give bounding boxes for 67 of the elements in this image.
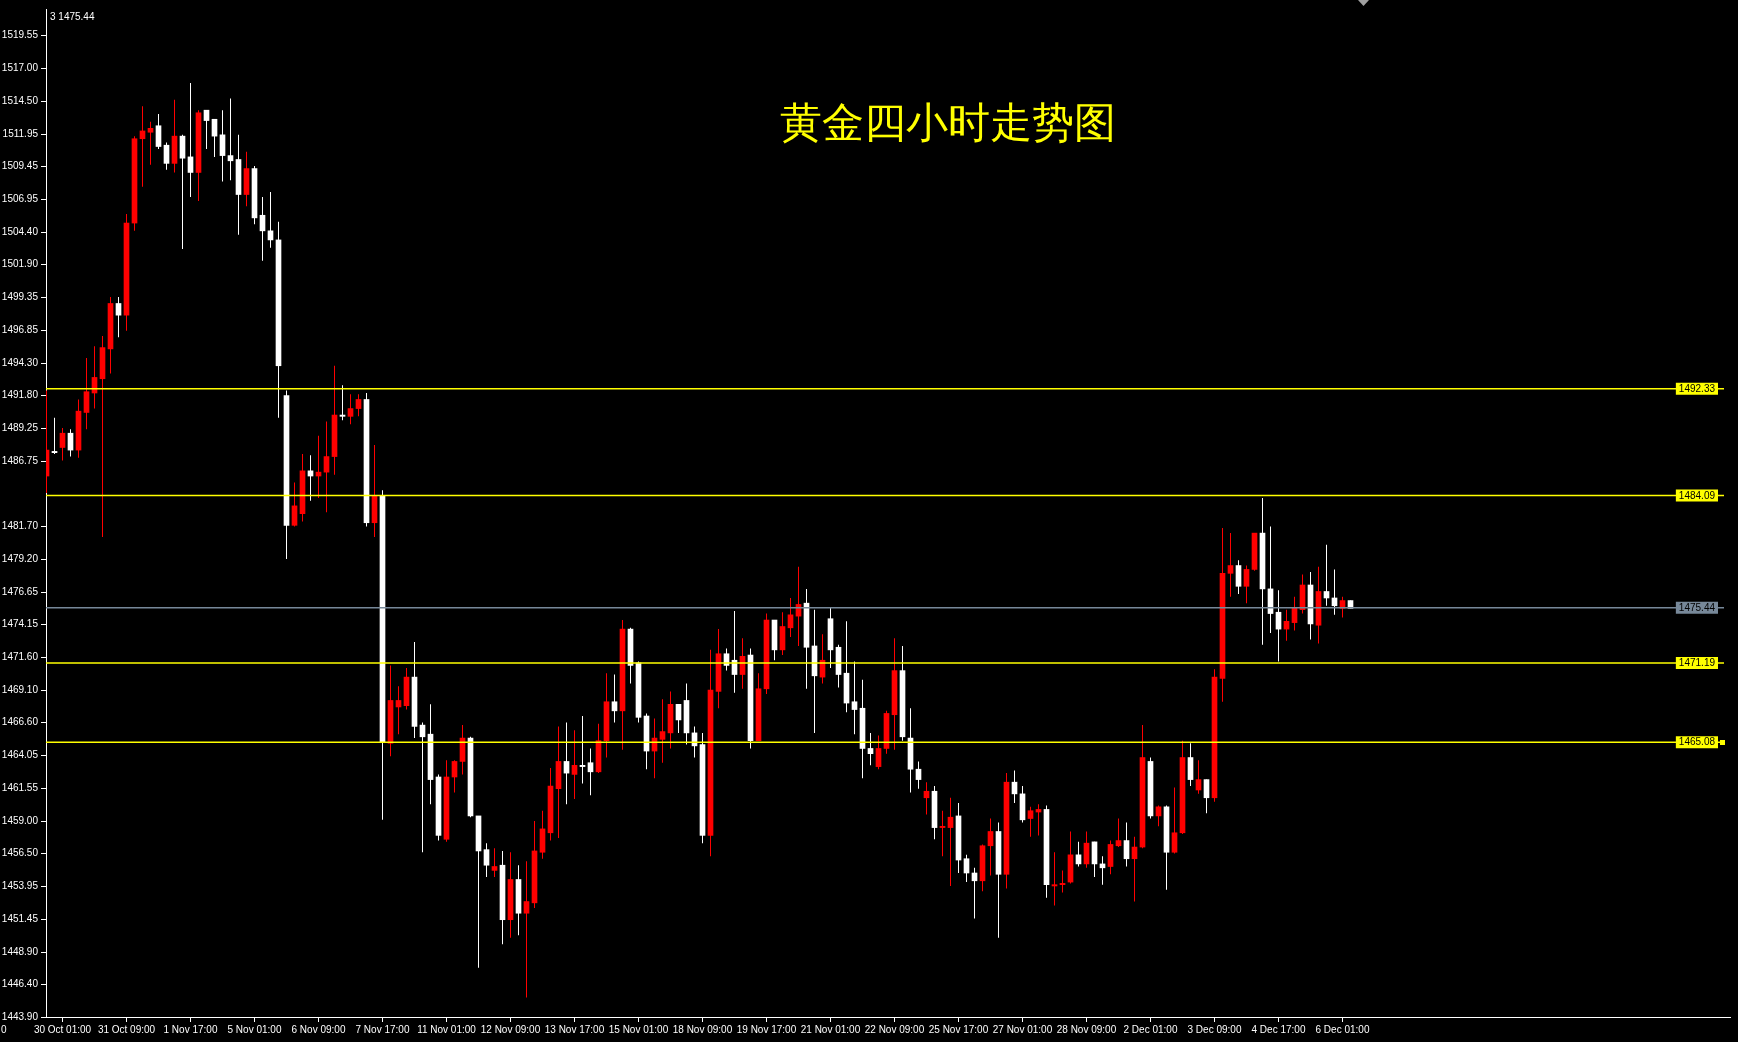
ref-line-label: 1484.09	[1678, 489, 1716, 501]
text: 0	[1, 1023, 7, 1035]
candlestick	[1059, 870, 1066, 893]
y-tick-label: 1486.75	[1, 454, 39, 466]
y-tick-label: 1496.85	[1, 323, 39, 335]
x-tick-label: 1 Nov 17:00	[163, 1023, 218, 1035]
y-tick-label: 1459.00	[1, 814, 39, 826]
y-tick-label: 1466.60	[1, 716, 39, 728]
y-tick-label: 1446.40	[1, 978, 39, 990]
candlestick	[523, 861, 530, 998]
y-tick-label: 1471.60	[1, 651, 39, 663]
x-tick-label: 13 Nov 17:00	[544, 1023, 605, 1035]
x-tick-label: 28 Nov 09:00	[1056, 1023, 1117, 1035]
y-tick-label: 1506.95	[1, 192, 39, 204]
x-tick-label: 25 Nov 17:00	[928, 1023, 989, 1035]
y-tick-label: 1509.45	[1, 160, 39, 172]
x-tick-label: 22 Nov 09:00	[864, 1023, 925, 1035]
x-tick-label: 19 Nov 17:00	[736, 1023, 797, 1035]
y-tick-label: 1448.90	[1, 945, 39, 957]
x-tick-label: 2 Dec 01:00	[1123, 1023, 1178, 1035]
x-tick-label: 11 Nov 01:00	[417, 1023, 477, 1035]
x-tick-label: 21 Nov 01:00	[800, 1023, 861, 1035]
y-tick-label: 1474.15	[1, 618, 39, 630]
y-tick-label: 1504.40	[1, 225, 39, 237]
y-tick-label: 1476.65	[1, 585, 39, 597]
y-tick-label: 1514.50	[1, 94, 39, 106]
x-tick-label: 4 Dec 17:00	[1251, 1023, 1306, 1035]
y-tick-label: 1479.20	[1, 552, 39, 564]
y-tick-label: 1519.55	[1, 29, 39, 41]
x-tick-label: 31 Oct 09:00	[97, 1023, 156, 1035]
x-tick-label: 30 Oct 01:00	[33, 1023, 92, 1035]
candlestick	[1051, 852, 1058, 906]
x-tick-label: 18 Nov 09:00	[672, 1023, 733, 1035]
x-tick-label: 15 Nov 01:00	[608, 1023, 669, 1035]
candlestick	[227, 98, 234, 181]
y-tick-label: 1464.05	[1, 749, 39, 761]
x-tick-label: 6 Nov 09:00	[291, 1023, 346, 1035]
y-tick-label: 1481.70	[1, 520, 39, 532]
candlestick	[51, 417, 58, 454]
ref-line-label: 1475.44	[1678, 602, 1716, 614]
y-tick-label: 1443.90	[1, 1010, 39, 1022]
y-tick-label: 1453.95	[1, 880, 39, 892]
x-tick-label: 27 Nov 01:00	[992, 1023, 1053, 1035]
y-tick-label: 1494.30	[1, 356, 39, 368]
y-tick-label: 1491.80	[1, 389, 39, 401]
x-tick-label: 5 Nov 01:00	[227, 1023, 282, 1035]
ref-line-label: 1465.08	[1678, 736, 1716, 748]
y-tick-label: 1456.50	[1, 847, 39, 859]
candlestick	[939, 810, 946, 857]
y-tick-label: 1451.45	[1, 912, 39, 924]
x-tick-label: 12 Nov 09:00	[480, 1023, 541, 1035]
x-tick-label: 3 Dec 09:00	[1187, 1023, 1242, 1035]
text: 黄金四小时走势图	[780, 97, 1116, 147]
ref-line-label: 1471.19	[1678, 657, 1716, 669]
y-tick-label: 1461.55	[1, 781, 39, 793]
candlestick	[579, 716, 586, 784]
y-tick-label: 1511.95	[2, 127, 39, 139]
ref-line-label: 1492.33	[1678, 382, 1716, 394]
x-tick-label: 6 Dec 01:00	[1315, 1023, 1370, 1035]
y-tick-label: 1489.25	[1, 422, 39, 434]
y-tick-label: 1469.10	[1, 683, 39, 695]
y-tick-label: 1501.90	[1, 258, 39, 270]
y-tick-label: 1499.35	[1, 291, 39, 303]
annotation: 3 1475.44	[50, 10, 95, 22]
candlestick	[339, 385, 346, 421]
y-tick-label: 1517.00	[1, 62, 39, 74]
x-tick-label: 7 Nov 17:00	[355, 1023, 410, 1035]
